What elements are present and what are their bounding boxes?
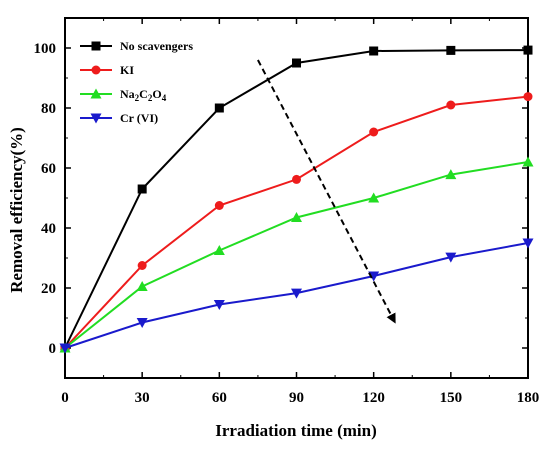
y-axis-title: Removal efficiency(%): [7, 127, 26, 293]
legend-entry: Na2C2O4: [80, 87, 167, 103]
y-tick-label: 0: [49, 341, 57, 357]
legend-label: No scavengers: [120, 39, 193, 53]
x-tick-label: 150: [440, 390, 463, 406]
data-point: [445, 252, 457, 263]
y-tick-label: 80: [41, 101, 56, 117]
y-tick-label: 40: [41, 221, 56, 237]
data-point: [523, 92, 533, 102]
x-tick-label: 90: [289, 390, 304, 406]
x-tick-label: 180: [517, 390, 540, 406]
data-point: [446, 100, 456, 110]
legend-entry: KI: [80, 63, 134, 77]
legend: No scavengers KI Na2C2O4 Cr (VI): [80, 39, 193, 125]
data-point: [214, 201, 224, 210]
series-1: [60, 92, 533, 353]
data-point: [368, 192, 380, 203]
data-point: [137, 261, 147, 270]
trend-annotation: [257, 59, 396, 324]
data-point: [522, 156, 534, 167]
data-point: [369, 46, 379, 56]
data-point: [446, 45, 456, 55]
x-axis-title: Irradiation time (min): [215, 421, 376, 440]
data-point: [213, 300, 225, 310]
data-point: [291, 288, 302, 299]
data-point: [136, 281, 148, 291]
legend-label: Cr (VI): [120, 111, 158, 125]
data-point: [522, 238, 534, 249]
legend-marker: [90, 113, 102, 124]
y-tick-label: 60: [41, 161, 56, 177]
series-3: [59, 238, 534, 354]
legend-label: Na2C2O4: [120, 87, 167, 103]
y-tick-label: 20: [41, 281, 56, 297]
x-tick-label: 60: [212, 390, 227, 406]
data-point: [214, 103, 224, 113]
legend-entry: No scavengers: [80, 39, 193, 53]
data-point: [59, 343, 71, 354]
legend-entry: Cr (VI): [80, 111, 158, 125]
legend-marker: [91, 41, 101, 51]
data-point: [368, 271, 380, 282]
data-point: [523, 45, 533, 55]
data-point: [369, 127, 379, 137]
legend-marker: [90, 88, 102, 99]
x-tick-label: 120: [362, 390, 385, 406]
legend-marker: [91, 65, 101, 75]
axis-ticks: 0 30 60 90 120 150 180 0 20 40 60 80 100: [34, 18, 540, 406]
data-point: [137, 184, 147, 194]
data-point: [291, 212, 302, 222]
data-point: [136, 318, 148, 328]
data-point: [292, 174, 301, 184]
dashed-arrow: [257, 59, 396, 324]
data-point: [292, 58, 301, 68]
legend-label: KI: [120, 63, 134, 77]
data-series: [59, 45, 534, 354]
data-point: [213, 245, 225, 255]
series-2: [59, 156, 534, 353]
x-tick-label: 0: [61, 390, 69, 406]
y-tick-label: 100: [34, 41, 57, 57]
data-point: [445, 169, 457, 180]
x-tick-label: 30: [135, 390, 150, 406]
